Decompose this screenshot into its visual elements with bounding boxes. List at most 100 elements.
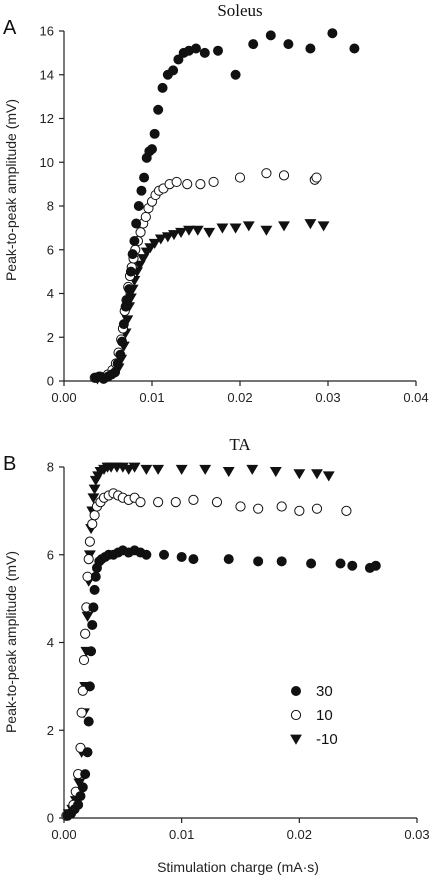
data-point	[139, 172, 150, 183]
data-point	[129, 235, 140, 246]
data-point	[261, 168, 272, 179]
data-point	[276, 501, 287, 512]
panel-a-soleus: A Soleus Peak-to-peak amplitude (mV) 0.0…	[3, 1, 429, 405]
data-point	[278, 170, 290, 181]
panel-b-y-tick-label: 4	[47, 635, 54, 650]
data-point	[347, 560, 358, 571]
data-point	[171, 176, 182, 188]
data-point	[117, 336, 128, 347]
data-point	[90, 571, 101, 582]
panel-b-y-tick-label: 8	[47, 460, 54, 475]
data-point	[294, 505, 305, 516]
panel-b-x-axis-label: Stimulation charge (mA·s)	[157, 859, 319, 875]
data-point	[195, 179, 206, 190]
panel-a-x-tick-label: 0.03	[315, 390, 340, 405]
panel-a-axes	[63, 31, 416, 382]
data-point	[212, 45, 223, 56]
panel-a-y-axis-label: Peak-to-peak amplitude (mV)	[3, 99, 19, 281]
data-point	[211, 497, 223, 508]
legend-label: -10	[316, 731, 338, 748]
data-point	[153, 497, 164, 508]
data-point	[112, 358, 123, 369]
data-point	[135, 497, 146, 508]
panel-a-y-tick-label: 0	[47, 374, 54, 389]
data-point	[82, 571, 93, 582]
legend-marker	[290, 686, 301, 697]
data-point	[110, 367, 121, 378]
data-point	[125, 266, 136, 277]
data-point	[127, 249, 138, 260]
data-point	[159, 549, 170, 560]
data-point	[83, 716, 94, 727]
data-point	[168, 230, 180, 241]
panel-a-series-filled-circle	[90, 28, 360, 384]
data-point	[152, 464, 165, 475]
data-point	[131, 218, 142, 229]
data-point	[84, 681, 95, 692]
data-point	[234, 172, 246, 183]
data-point	[170, 497, 181, 508]
data-point	[146, 144, 157, 155]
data-point	[216, 223, 229, 234]
panel-a-y-tick-label: 12	[40, 111, 54, 126]
data-point	[78, 654, 90, 666]
data-point	[148, 238, 161, 249]
data-point	[208, 176, 219, 188]
panel-b-title: TA	[229, 435, 251, 454]
data-point	[88, 602, 99, 613]
panel-b-ticks: 0.00 0.01 0.02 0.03 0 2 4 6 8	[47, 460, 430, 843]
data-point	[87, 493, 100, 504]
panel-a-y-tick-label: 8	[47, 199, 54, 214]
data-point	[137, 254, 150, 265]
data-point	[322, 471, 335, 482]
data-point	[317, 221, 330, 232]
legend-marker	[290, 734, 302, 745]
data-point	[87, 619, 98, 630]
data-point	[86, 646, 97, 657]
data-point	[133, 260, 146, 271]
data-point	[175, 227, 187, 238]
data-point	[168, 65, 179, 76]
panel-a-y-tick-label: 16	[40, 24, 54, 39]
panel-b-x-tick-label: 0.01	[169, 827, 194, 842]
data-point	[115, 349, 126, 360]
data-point	[80, 769, 91, 780]
data-point	[157, 82, 168, 93]
data-point	[230, 69, 241, 80]
panel-b-y-axis-label: Peak-to-peak amplitude (mV)	[3, 551, 19, 733]
data-point	[327, 28, 338, 39]
panel-b-x-tick-label: 0.00	[51, 827, 76, 842]
data-point	[222, 467, 235, 478]
panel-a-x-tick-label: 0.04	[403, 390, 428, 405]
data-point	[188, 494, 199, 506]
data-point	[278, 221, 290, 232]
data-point	[223, 554, 234, 565]
panel-b-y-tick-label: 2	[47, 723, 54, 738]
panel-a-points	[89, 28, 360, 385]
data-point	[306, 558, 317, 569]
data-point	[140, 211, 151, 223]
legend-marker	[290, 709, 302, 721]
panel-b-y-tick-label: 0	[47, 811, 54, 826]
data-point	[83, 554, 94, 565]
data-point	[305, 43, 316, 54]
data-point	[76, 707, 87, 718]
data-point	[149, 128, 160, 139]
panel-a-y-tick-label: 14	[40, 67, 54, 82]
data-point	[182, 179, 193, 190]
data-point	[311, 172, 322, 183]
data-point	[229, 223, 242, 234]
panel-a-y-tick-label: 6	[47, 242, 54, 257]
data-point	[75, 791, 86, 802]
panel-b-ta: B TA Peak-to-peak amplitude (mV) Stimula…	[3, 435, 430, 875]
data-point	[153, 104, 164, 115]
data-point	[269, 467, 282, 478]
data-point	[311, 503, 323, 514]
data-point	[88, 484, 101, 495]
data-point	[283, 39, 294, 50]
data-point	[173, 54, 184, 65]
data-point	[161, 232, 174, 243]
data-point	[124, 284, 135, 295]
data-point	[154, 234, 167, 245]
